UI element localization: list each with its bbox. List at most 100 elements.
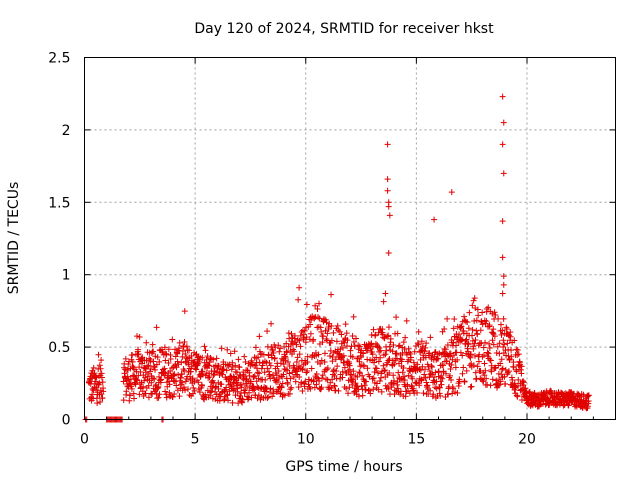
data-point	[149, 375, 156, 382]
data-point	[496, 350, 503, 357]
data-point	[256, 333, 263, 340]
data-point	[262, 376, 269, 383]
data-point	[482, 339, 489, 346]
data-point	[283, 348, 290, 355]
data-point	[520, 382, 527, 389]
data-point	[474, 331, 481, 338]
data-point	[321, 359, 328, 366]
data-point	[372, 331, 379, 338]
data-point	[148, 379, 155, 386]
data-point	[365, 387, 372, 394]
data-point	[297, 343, 304, 350]
data-point	[439, 375, 446, 382]
data-point	[312, 302, 319, 309]
data-point	[328, 322, 335, 329]
data-point	[311, 315, 318, 322]
data-point	[202, 391, 209, 398]
data-point	[451, 315, 458, 322]
data-point	[395, 343, 402, 350]
data-point	[235, 400, 242, 407]
data-point	[444, 315, 451, 322]
data-point	[480, 351, 487, 358]
data-point	[122, 355, 129, 362]
data-point	[401, 377, 408, 384]
data-point	[301, 327, 308, 334]
data-point	[479, 309, 486, 316]
data-point	[500, 119, 507, 126]
data-point	[438, 372, 445, 379]
data-point	[471, 340, 478, 347]
data-point	[136, 380, 143, 387]
data-point	[375, 386, 382, 393]
data-point	[475, 312, 482, 319]
data-point	[145, 382, 152, 389]
data-point	[316, 300, 323, 307]
data-point	[218, 370, 225, 377]
data-point	[358, 354, 365, 361]
data-point	[437, 392, 444, 399]
data-point	[585, 392, 592, 399]
data-point	[182, 378, 189, 385]
data-point	[166, 389, 173, 396]
data-point	[304, 368, 311, 375]
data-point	[311, 384, 318, 391]
data-point	[206, 374, 213, 381]
data-point	[336, 328, 343, 335]
data-point	[163, 394, 170, 401]
data-point	[447, 353, 454, 360]
data-point	[467, 351, 474, 358]
x-axis-label: GPS time / hours	[285, 459, 402, 475]
data-point	[151, 375, 158, 382]
data-point	[422, 344, 429, 351]
data-point	[142, 390, 149, 397]
data-point	[210, 372, 217, 379]
data-point	[250, 374, 257, 381]
data-point	[505, 368, 512, 375]
data-point	[384, 176, 391, 183]
x-tick-label: 15	[407, 432, 425, 448]
x-tick-label: 0	[80, 432, 89, 448]
data-point	[149, 341, 156, 348]
data-point	[338, 331, 345, 338]
data-point	[333, 375, 340, 382]
data-point	[472, 304, 479, 311]
data-point	[287, 386, 294, 393]
data-point	[327, 379, 334, 386]
data-point	[293, 359, 300, 366]
data-point	[407, 350, 414, 357]
data-point	[438, 381, 445, 388]
y-axis-label: SRMTID / TECUs	[6, 182, 22, 295]
data-point	[436, 384, 443, 391]
data-point	[136, 334, 143, 341]
data-point	[384, 333, 391, 340]
data-point	[215, 363, 222, 370]
data-point	[250, 387, 257, 394]
data-point	[318, 357, 325, 364]
data-point	[580, 391, 587, 398]
data-point	[324, 376, 331, 383]
data-point	[390, 377, 397, 384]
data-point	[248, 357, 255, 364]
data-point	[233, 382, 240, 389]
data-point	[323, 376, 330, 383]
data-point	[220, 366, 227, 373]
data-point	[284, 367, 291, 374]
data-point	[324, 365, 331, 372]
data-point	[486, 340, 493, 347]
data-point	[319, 372, 326, 379]
data-point	[266, 360, 273, 366]
data-point	[501, 373, 508, 380]
data-point	[459, 370, 466, 377]
data-point	[265, 393, 272, 400]
data-point	[345, 390, 352, 397]
data-point	[153, 324, 160, 331]
data-point	[319, 339, 326, 346]
data-point	[354, 373, 361, 380]
data-point	[171, 390, 178, 397]
data-point	[425, 391, 432, 398]
data-point	[377, 354, 384, 361]
data-point	[457, 349, 464, 356]
data-point	[341, 339, 348, 346]
data-point	[407, 368, 414, 375]
data-point	[264, 365, 271, 372]
